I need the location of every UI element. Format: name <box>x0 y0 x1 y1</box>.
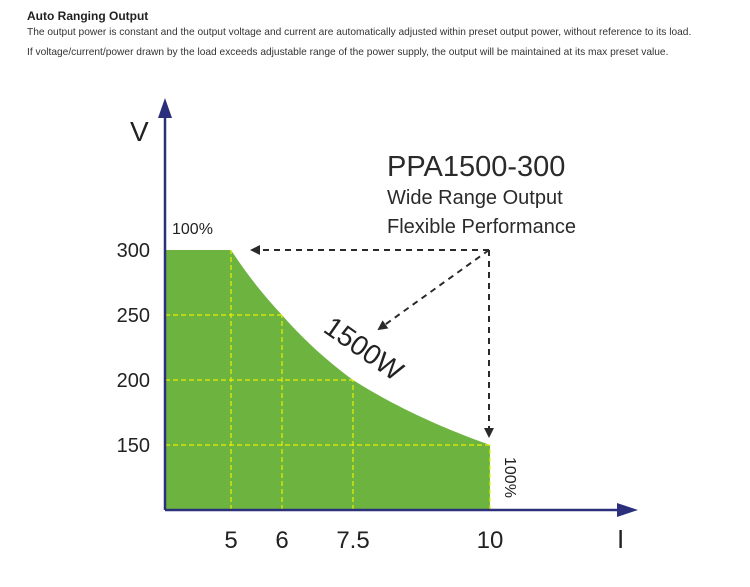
y-axis-arrow <box>158 98 172 118</box>
model-title: PPA1500-300 <box>387 151 565 183</box>
subtitle-line-2: Flexible Performance <box>387 216 576 238</box>
x-tick-10: 10 <box>477 527 504 554</box>
y-tick-labels: 300 250 200 150 <box>117 240 150 457</box>
x-tick-6: 6 <box>275 527 288 554</box>
axes <box>158 98 638 517</box>
description-line-1: The output power is constant and the out… <box>27 27 692 38</box>
description-line-2: If voltage/current/power drawn by the lo… <box>27 47 669 58</box>
chart-grid <box>165 250 491 510</box>
x-axis-label: I <box>617 524 624 554</box>
y-axis-label: V <box>130 116 149 147</box>
x-axis-arrow <box>617 503 638 517</box>
x-tick-labels: 5 6 7.5 10 <box>224 527 503 554</box>
section-heading: Auto Ranging Output <box>27 9 149 23</box>
top-limit-label: 100% <box>172 221 213 238</box>
arrow-to-power-curve <box>377 249 490 331</box>
x-tick-5: 5 <box>224 527 237 554</box>
right-limit-label: 100% <box>501 457 518 498</box>
subtitle-line-1: Wide Range Output <box>387 187 563 209</box>
y-tick-150: 150 <box>117 435 150 457</box>
y-tick-250: 250 <box>117 305 150 327</box>
y-tick-200: 200 <box>117 370 150 392</box>
x-tick-7-5: 7.5 <box>336 527 369 554</box>
guide-arrows <box>250 245 494 438</box>
y-tick-300: 300 <box>117 240 150 262</box>
